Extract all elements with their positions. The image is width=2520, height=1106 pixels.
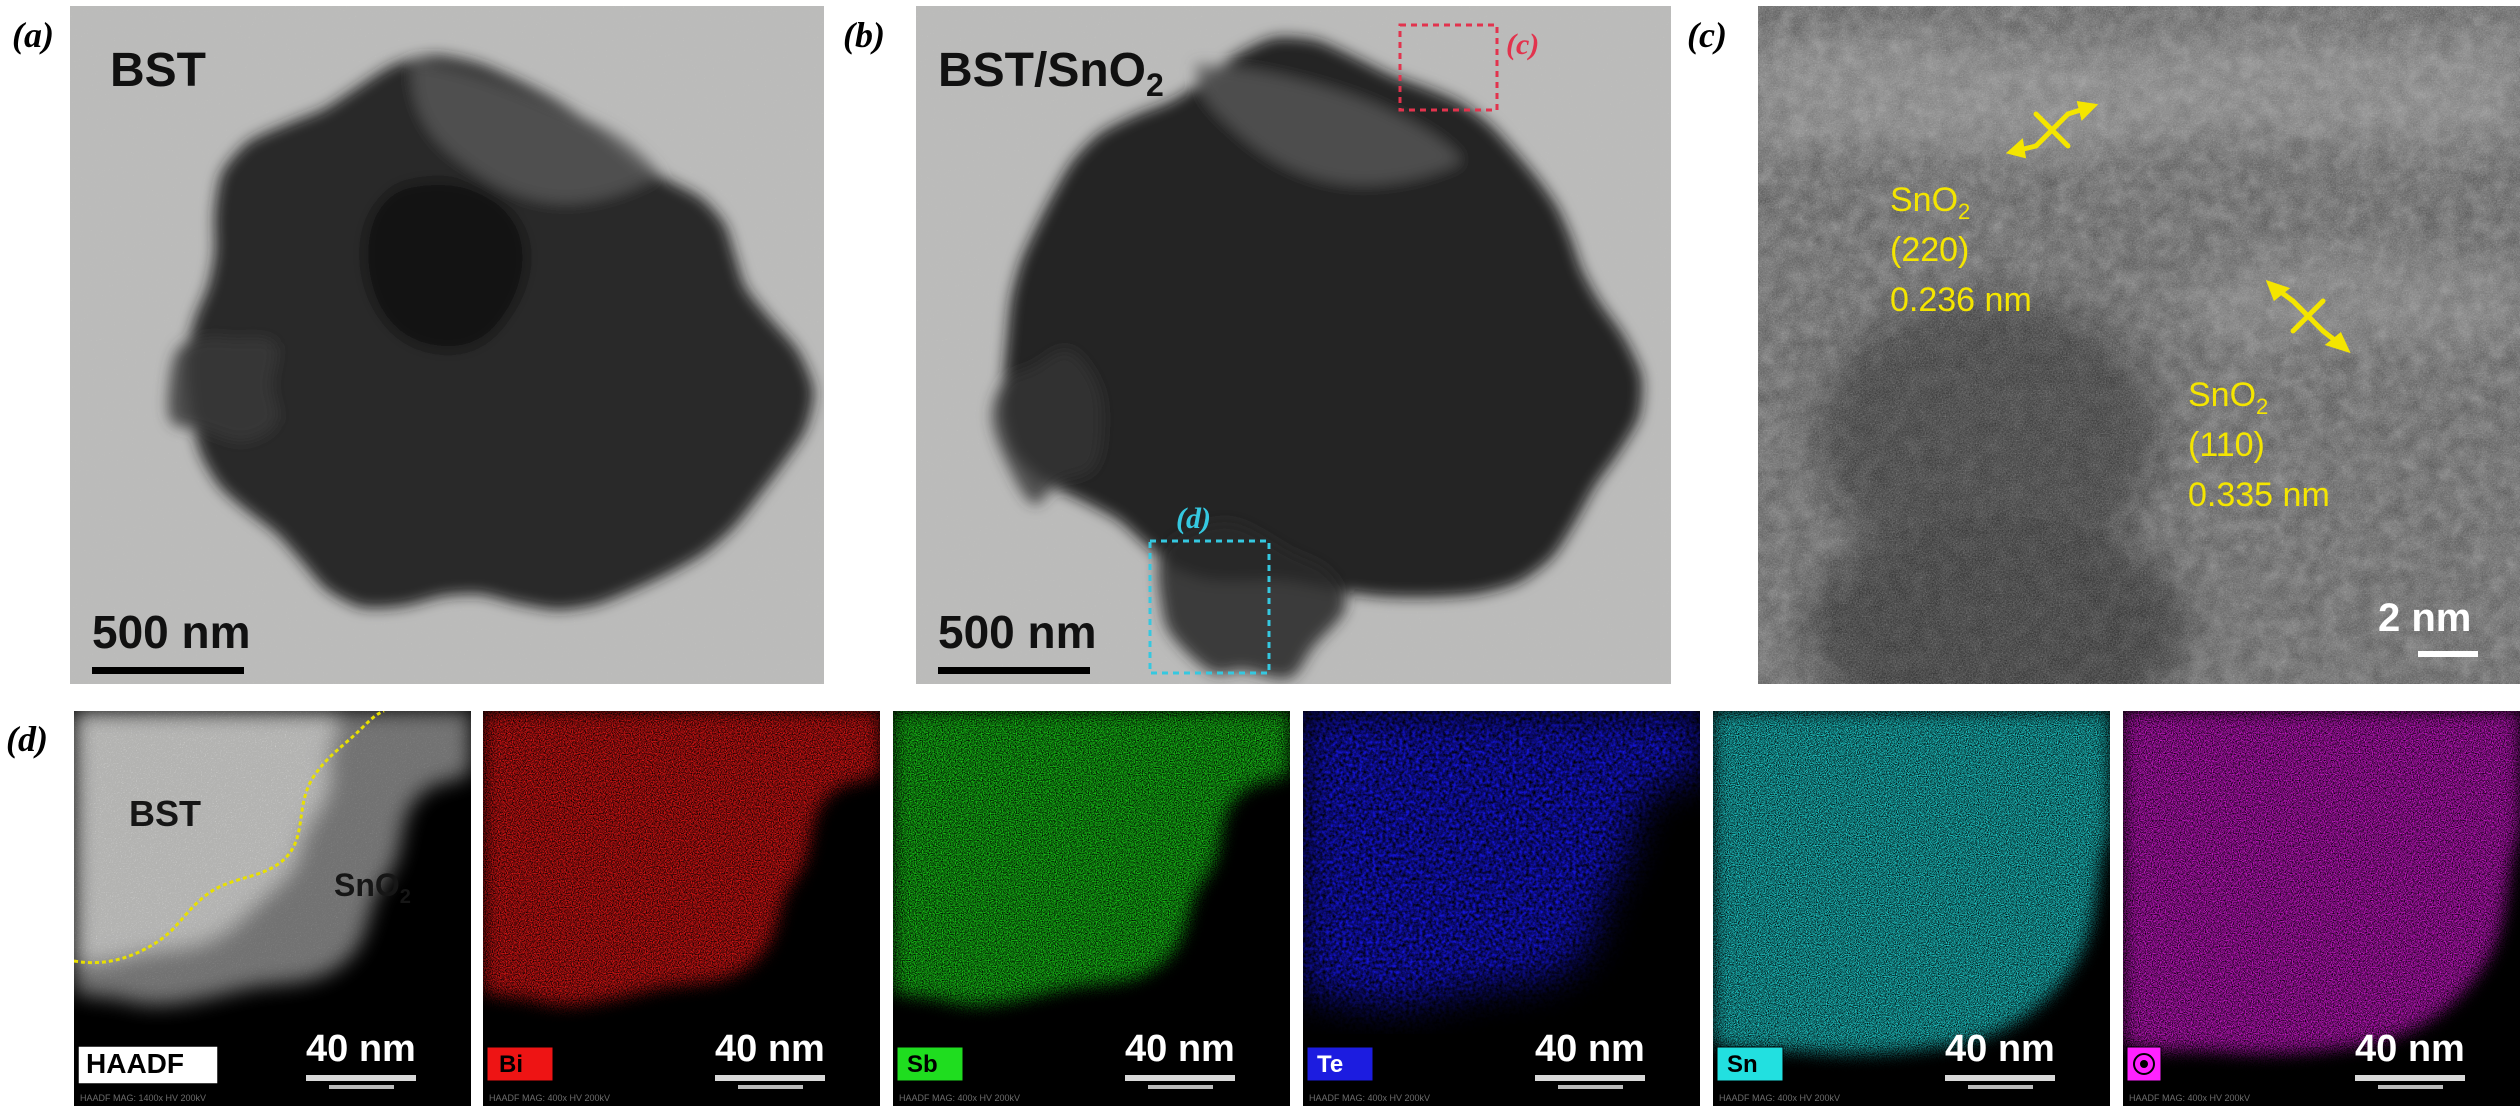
svg-text:HAADF MAG: 400x HV 200kV: HAADF MAG: 400x HV 200kV	[899, 1093, 1020, 1103]
svg-text:40 nm: 40 nm	[715, 1028, 825, 1070]
svg-text:Sn: Sn	[1727, 1051, 1758, 1078]
svg-text:2 nm: 2 nm	[2378, 596, 2471, 640]
svg-text:HAADF MAG: 400x HV 200kV: HAADF MAG: 400x HV 200kV	[1309, 1093, 1430, 1103]
svg-text:40 nm: 40 nm	[306, 1028, 416, 1070]
svg-text:HAADF MAG: 1400x HV 200kV: HAADF MAG: 1400x HV 200kV	[80, 1093, 206, 1103]
svg-text:0.236 nm: 0.236 nm	[1890, 281, 2032, 319]
svg-text:(220): (220)	[1890, 231, 1969, 269]
svg-text:500 nm: 500 nm	[92, 606, 251, 658]
svg-text:(110): (110)	[2188, 426, 2265, 464]
svg-text:BST/SnO2: BST/SnO2	[938, 44, 1164, 103]
svg-text:SnO2: SnO2	[334, 867, 411, 908]
svg-text:HAADF: HAADF	[86, 1048, 184, 1079]
svg-text:HAADF MAG: 400x HV 200kV: HAADF MAG: 400x HV 200kV	[2129, 1093, 2250, 1103]
svg-text:HAADF MAG: 400x HV 200kV: HAADF MAG: 400x HV 200kV	[1719, 1093, 1840, 1103]
svg-text:40 nm: 40 nm	[1125, 1028, 1235, 1070]
svg-text:(d): (d)	[1176, 502, 1211, 535]
svg-text:Bi: Bi	[499, 1051, 523, 1078]
svg-text:40 nm: 40 nm	[1535, 1028, 1645, 1070]
svg-text:BST: BST	[110, 44, 206, 97]
svg-text:Te: Te	[1317, 1051, 1343, 1078]
svg-text:HAADF MAG: 400x HV 200kV: HAADF MAG: 400x HV 200kV	[489, 1093, 610, 1103]
svg-text:Sb: Sb	[907, 1051, 938, 1078]
svg-text:(c): (c)	[1506, 28, 1539, 61]
svg-text:BST: BST	[129, 793, 201, 834]
svg-text:40 nm: 40 nm	[2355, 1028, 2465, 1070]
svg-text:0.335 nm: 0.335 nm	[2188, 476, 2330, 514]
svg-text:40 nm: 40 nm	[1945, 1028, 2055, 1070]
svg-text:500 nm: 500 nm	[938, 606, 1097, 658]
